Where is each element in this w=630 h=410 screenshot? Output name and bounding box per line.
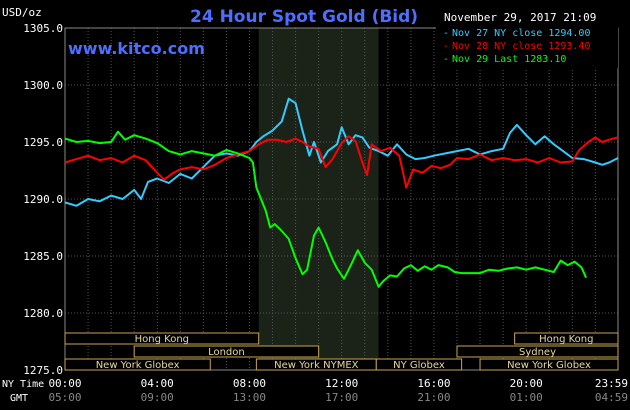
legend-entry-nov28: Nov 28 NY close 1293.40 bbox=[452, 41, 590, 52]
grid-layer bbox=[64, 27, 619, 371]
session-bar bbox=[514, 332, 619, 345]
series-line-2 bbox=[64, 135, 619, 189]
x-tick-label-gmt: 21:00 bbox=[417, 391, 450, 404]
session-label: New York Globex bbox=[96, 360, 180, 371]
x-tick-label-gmt: 01:00 bbox=[510, 391, 543, 404]
x-tick-label-ny: 08:00 bbox=[233, 377, 266, 390]
y-tick-label: 1305.0 bbox=[23, 22, 63, 35]
session-bar bbox=[64, 358, 211, 371]
y-tick-label: 1295.0 bbox=[23, 136, 63, 149]
session-label: Sydney bbox=[519, 347, 556, 358]
x-tick-label-ny: 23:59 bbox=[595, 377, 628, 390]
y-tick-labels: 1275.0 1280.0 1285.0 1290.0 1295.0 1300.0 1305… bbox=[23, 22, 63, 377]
x-tick-label-gmt: 04:59 bbox=[595, 391, 628, 404]
session-label: Hong Kong bbox=[135, 334, 189, 345]
session-label: NY Globex bbox=[393, 360, 445, 371]
x-tick-label-ny: 04:00 bbox=[141, 377, 174, 390]
legend-box bbox=[436, 26, 618, 68]
site-link[interactable]: www.kitco.com bbox=[68, 39, 205, 58]
x-tick-label-ny: 00:00 bbox=[48, 377, 81, 390]
session-label: New York Globex bbox=[507, 360, 591, 371]
chart-title: 24 Hour Spot Gold (Bid) bbox=[190, 7, 418, 27]
x-tick-label-gmt: 13:00 bbox=[233, 391, 266, 404]
y-tick-label: 1275.0 bbox=[23, 364, 63, 377]
session-bar bbox=[375, 358, 463, 371]
legend-marker-nov27: - bbox=[443, 28, 449, 39]
y-tick-label: 1280.0 bbox=[23, 307, 63, 320]
y-tick-label: 1285.0 bbox=[23, 250, 63, 263]
ny-time-label: NY Time bbox=[2, 379, 44, 390]
session-bar bbox=[479, 358, 619, 371]
x-tick-label-gmt: 17:00 bbox=[325, 391, 358, 404]
legend: - Nov 27 NY close 1294.00 - Nov 28 NY cl… bbox=[436, 26, 618, 68]
legend-entry-nov27: Nov 27 NY close 1294.00 bbox=[452, 28, 590, 39]
unit-label: USD/oz bbox=[2, 6, 42, 19]
session-bar bbox=[133, 345, 320, 358]
x-tick-label-ny: 12:00 bbox=[325, 377, 358, 390]
legend-marker-nov29: - bbox=[443, 54, 449, 65]
legend-marker-nov28: - bbox=[443, 41, 449, 52]
series-layer bbox=[64, 97, 619, 288]
session-label: Hong Kong bbox=[539, 334, 593, 345]
gmt-label: GMT bbox=[10, 393, 28, 404]
session-label: London bbox=[208, 347, 245, 358]
y-tick-label: 1290.0 bbox=[23, 193, 63, 206]
timestamp: November 29, 2017 21:09 bbox=[444, 11, 596, 24]
session-label: New York NYMEX bbox=[274, 360, 359, 371]
y-tick-label: 1300.0 bbox=[23, 79, 63, 92]
x-tick-label-gmt: 09:00 bbox=[141, 391, 174, 404]
session-bar bbox=[456, 345, 619, 358]
session-bar bbox=[64, 332, 260, 345]
series-line-1 bbox=[64, 97, 619, 207]
market-sessions: Hong Kong Hong Kong London Sydney New York G… bbox=[64, 332, 619, 371]
x-tick-label-ny: 20:00 bbox=[510, 377, 543, 390]
series-line-3 bbox=[64, 130, 588, 288]
legend-entry-nov29: Nov 29 Last 1283.10 bbox=[452, 54, 566, 65]
x-tick-label-ny: 16:00 bbox=[417, 377, 450, 390]
x-tick-label-gmt: 05:00 bbox=[48, 391, 81, 404]
